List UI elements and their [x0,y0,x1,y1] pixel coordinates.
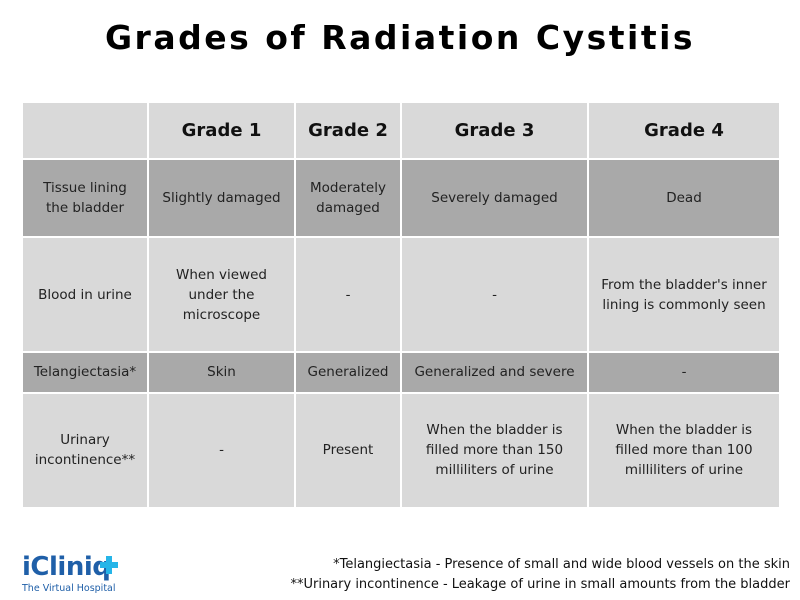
table-cell: Moderately damaged [294,158,402,238]
table-cell: Generalized [294,351,402,394]
row-label: Telangiectasia* [21,351,149,394]
table-cell: From the bladder's inner lining is commo… [587,235,781,354]
header-row: Grade 1 Grade 2 Grade 3 Grade 4 [21,101,781,160]
logo-plus-icon [100,556,118,574]
table-cell: - [587,351,781,394]
header-cell: Grade 2 [294,101,402,160]
table-row: Telangiectasia* Skin Generalized Generalize… [21,351,781,394]
title: Grades of Radiation Cystitis [104,18,696,57]
header-cell [21,101,149,160]
table-cell: Skin [147,351,296,394]
header-cell: Grade 3 [400,101,589,160]
row-label: Blood in urine [21,235,149,354]
header-cell: Grade 1 [147,101,296,160]
table-row: Urinary incontinence** - Present When the b… [21,391,781,510]
logo-tagline: The Virtual Hospital [22,583,116,594]
table-cell: When the bladder is filled more than 150… [400,391,589,510]
table-cell: Generalized and severe [400,351,589,394]
table-cell: - [400,235,589,354]
table-cell: - [294,235,402,354]
logo-name: iCliniq [22,552,111,582]
table-cell: Dead [587,158,781,238]
table-row: Blood in urine When viewed under the micr… [21,235,781,354]
footnote: *Telangiectasia - Presence of small and … [333,557,790,572]
table-cell: When viewed under the microscope [147,235,296,354]
row-label: Urinary incontinence** [21,391,149,510]
table-cell: When the bladder is filled more than 100… [587,391,781,510]
table-cell: - [147,391,296,510]
table-cell: Severely damaged [400,158,589,238]
table-cell: Present [294,391,402,510]
header-cell: Grade 4 [587,101,781,160]
footnote: **Urinary incontinence - Leakage of urin… [290,577,790,592]
row-label: Tissue lining the bladder [21,158,149,238]
grades-table: Grade 1 Grade 2 Grade 3 Grade 4 Tissue linin… [21,101,781,510]
table-row: Tissue lining the bladder Slightly damage… [21,158,781,238]
table-cell: Slightly damaged [147,158,296,238]
